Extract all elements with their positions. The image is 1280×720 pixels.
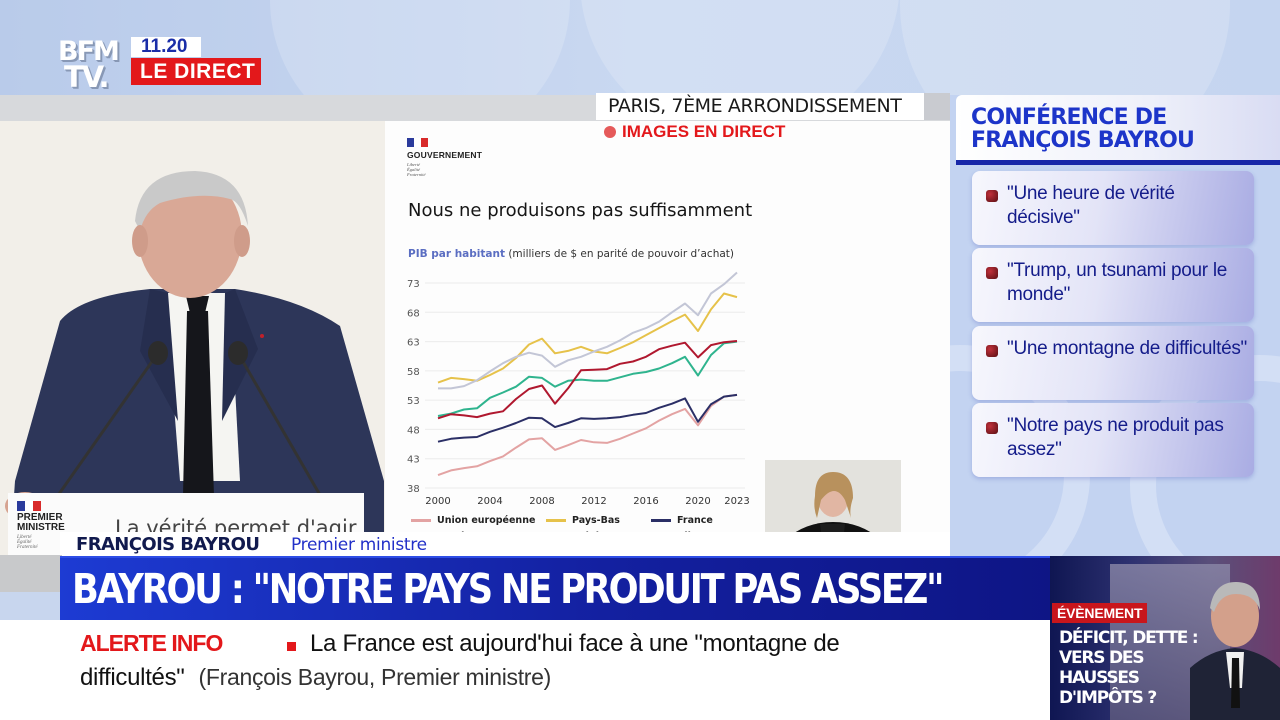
legend-swatch bbox=[651, 519, 671, 522]
svg-text:38: 38 bbox=[407, 484, 420, 495]
quote-card: "Une montagne de difficultés" bbox=[972, 326, 1254, 400]
logo-line-2: TV. bbox=[64, 60, 109, 94]
conference-header: CONFÉRENCE DE FRANÇOIS BAYROU bbox=[956, 95, 1280, 165]
news-ticker: ALERTE INFO La France est aujourd'hui fa… bbox=[0, 620, 1050, 720]
svg-text:43: 43 bbox=[407, 455, 420, 466]
decor-circle bbox=[580, 0, 900, 95]
bullet-icon bbox=[986, 190, 998, 202]
quote-text: "Une montagne de difficultés" bbox=[1007, 338, 1247, 359]
quote-card: "Notre pays ne produit pas assez" bbox=[972, 403, 1254, 477]
bullet-icon bbox=[986, 267, 998, 279]
svg-text:53: 53 bbox=[407, 396, 420, 407]
series-line bbox=[438, 271, 738, 390]
bullet-icon bbox=[986, 345, 998, 357]
svg-text:2016: 2016 bbox=[633, 496, 658, 507]
live-dot-icon bbox=[604, 126, 616, 138]
ticker-source: (François Bayrou, Premier ministre) bbox=[198, 664, 552, 690]
svg-text:2020: 2020 bbox=[685, 496, 710, 507]
series-line bbox=[437, 393, 738, 443]
svg-text:2008: 2008 bbox=[529, 496, 554, 507]
prime-minister-label: PREMIER MINISTRE bbox=[17, 512, 65, 533]
svg-text:48: 48 bbox=[407, 425, 420, 436]
chart-subtitle: PIB par habitant (milliers de $ en parit… bbox=[408, 248, 735, 260]
quote-card: "Trump, un tsunami pour le monde" bbox=[972, 248, 1254, 322]
location-label: PARIS, 7ÈME ARRONDISSEMENT bbox=[596, 93, 924, 120]
government-label: GOUVERNEMENT bbox=[407, 150, 483, 160]
alert-label: ALERTE INFO bbox=[80, 630, 223, 656]
event-tag: ÉVÈNEMENT bbox=[1052, 603, 1148, 623]
legend-item: France bbox=[651, 515, 713, 526]
conference-title: CONFÉRENCE DE FRANÇOIS BAYROU bbox=[971, 105, 1195, 153]
decor-circle bbox=[270, 0, 570, 95]
quote-text: "Trump, un tsunami pour le monde" bbox=[1007, 260, 1228, 305]
bullet-icon bbox=[986, 422, 998, 434]
promo-title: DÉFICIT, DETTE : VERS DES HAUSSES D'IMPÔ… bbox=[1059, 628, 1199, 708]
clock-time: 11.20 bbox=[131, 37, 201, 57]
live-video-feed: PREMIER MINISTRE Liberté Égalité Fratern… bbox=[0, 95, 950, 555]
event-promo[interactable]: ÉVÈNEMENT DÉFICIT, DETTE : VERS DES HAUS… bbox=[1050, 556, 1280, 720]
headline-banner: BAYROU : "NOTRE PAYS NE PRODUIT PAS ASSE… bbox=[60, 556, 1050, 620]
government-logo: GOUVERNEMENT Liberté Égalité Fraternité bbox=[407, 138, 482, 177]
quote-text: "Une heure de vérité décisive" bbox=[1007, 183, 1175, 228]
series-line bbox=[437, 292, 738, 384]
header-underline bbox=[956, 160, 1280, 165]
series-line bbox=[437, 340, 738, 417]
svg-text:2004: 2004 bbox=[477, 496, 502, 507]
slide-title: Nous ne produisons pas suffisamment bbox=[408, 200, 753, 221]
decor-circle bbox=[900, 0, 1230, 95]
speaker-name: FRANÇOIS BAYROU bbox=[76, 534, 260, 555]
legend-item: Pays-Bas bbox=[546, 515, 620, 526]
speaker-role: Premier ministre bbox=[291, 535, 427, 555]
svg-text:63: 63 bbox=[407, 338, 420, 349]
legend-swatch bbox=[411, 519, 431, 522]
legend-swatch bbox=[546, 519, 566, 522]
republic-motto: Liberté Égalité Fraternité bbox=[17, 535, 38, 550]
lower-third-accent bbox=[0, 555, 62, 592]
ticker-line-1: La France est aujourd'hui face à une "mo… bbox=[310, 630, 840, 657]
quote-card: "Une heure de vérité décisive" bbox=[972, 171, 1254, 245]
location-accent bbox=[924, 93, 950, 120]
speaker-figure bbox=[5, 171, 384, 555]
quote-text: "Notre pays ne produit pas assez" bbox=[1007, 415, 1224, 460]
bfmtv-logo: BFM TV. bbox=[58, 36, 124, 94]
speaker-name-bar: FRANÇOIS BAYROU Premier ministre bbox=[60, 532, 950, 556]
series-line bbox=[437, 340, 738, 420]
gdp-line-chart: 38 43 48 53 58 63 68 73 2000 2004 2008 2012 2016 2020… bbox=[407, 271, 750, 507]
series-line bbox=[437, 393, 738, 477]
portrait-image bbox=[1190, 582, 1280, 720]
alert-square-icon bbox=[287, 642, 296, 651]
svg-text:2000: 2000 bbox=[425, 496, 450, 507]
ticker-line-2: difficultés" (François Bayrou, Premier mi… bbox=[80, 664, 552, 691]
live-images-label: IMAGES EN DIRECT bbox=[604, 121, 785, 143]
french-flag-icon bbox=[17, 501, 41, 511]
logo-line-1: BFM bbox=[58, 36, 120, 67]
legend-item: Union européenne bbox=[411, 515, 535, 526]
headline-text: BAYROU : "NOTRE PAYS NE PRODUIT PAS ASSE… bbox=[72, 565, 944, 613]
french-flag-icon bbox=[407, 138, 429, 147]
svg-text:2023: 2023 bbox=[724, 496, 749, 507]
live-badge: LE DIRECT bbox=[131, 58, 261, 85]
svg-text:58: 58 bbox=[407, 367, 420, 378]
svg-text:68: 68 bbox=[407, 308, 420, 319]
government-motto: Liberté Égalité Fraternité bbox=[407, 162, 426, 177]
svg-text:73: 73 bbox=[407, 279, 420, 290]
svg-text:2012: 2012 bbox=[581, 496, 606, 507]
